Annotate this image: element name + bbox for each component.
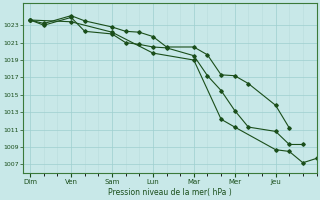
X-axis label: Pression niveau de la mer( hPa ): Pression niveau de la mer( hPa )	[108, 188, 232, 197]
